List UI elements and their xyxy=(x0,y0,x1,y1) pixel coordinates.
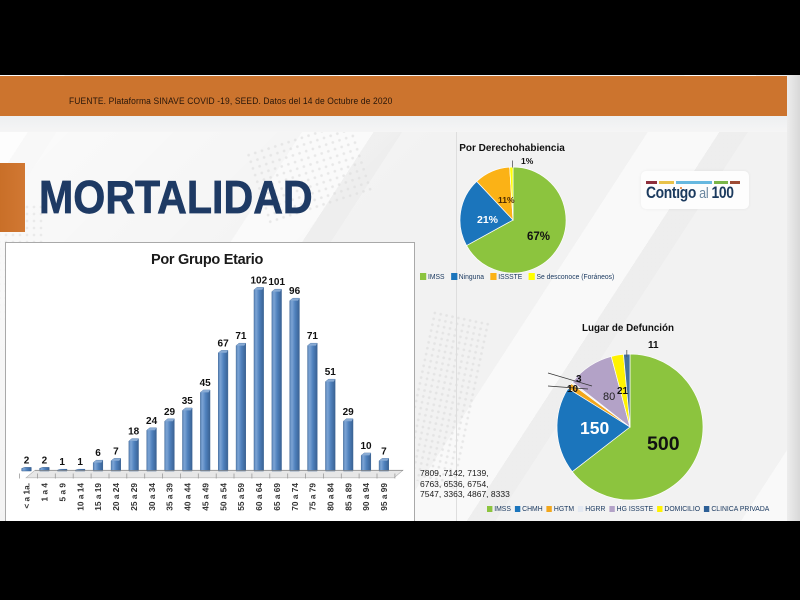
svg-text:30 a 34: 30 a 34 xyxy=(147,483,157,511)
svg-text:95 a 99: 95 a 99 xyxy=(379,483,389,511)
svg-text:50 a 54: 50 a 54 xyxy=(218,483,228,511)
svg-text:15 a 19: 15 a 19 xyxy=(93,483,103,511)
svg-text:80 a 84: 80 a 84 xyxy=(326,483,336,511)
svg-text:96: 96 xyxy=(289,286,301,297)
svg-text:90 a 94: 90 a 94 xyxy=(361,483,371,511)
svg-text:40 a 44: 40 a 44 xyxy=(183,483,193,511)
svg-text:71: 71 xyxy=(307,331,319,342)
svg-text:35 a 39: 35 a 39 xyxy=(165,483,175,511)
svg-text:35: 35 xyxy=(182,396,194,407)
svg-text:75 a 79: 75 a 79 xyxy=(308,483,318,511)
svg-text:51: 51 xyxy=(325,367,337,378)
svg-text:6: 6 xyxy=(95,448,101,459)
svg-text:1: 1 xyxy=(77,457,83,468)
svg-text:71: 71 xyxy=(235,331,247,342)
svg-text:65 a 69: 65 a 69 xyxy=(272,483,282,511)
svg-text:85 a 89: 85 a 89 xyxy=(343,483,353,511)
svg-text:1 a 4: 1 a 4 xyxy=(40,483,50,502)
svg-text:2: 2 xyxy=(24,455,30,466)
svg-text:< a 1a.: < a 1a. xyxy=(22,483,32,509)
svg-text:7: 7 xyxy=(113,446,119,457)
svg-text:10: 10 xyxy=(360,441,372,452)
svg-text:29: 29 xyxy=(164,407,176,418)
svg-text:1: 1 xyxy=(59,457,65,468)
svg-text:70 a 74: 70 a 74 xyxy=(290,483,300,511)
svg-text:2: 2 xyxy=(42,455,48,466)
svg-text:10 a 14: 10 a 14 xyxy=(75,483,85,511)
svg-text:29: 29 xyxy=(343,407,355,418)
svg-text:24: 24 xyxy=(146,416,158,427)
svg-text:7: 7 xyxy=(381,446,387,457)
svg-text:18: 18 xyxy=(128,427,140,438)
svg-text:101: 101 xyxy=(268,277,285,288)
svg-text:55 a 59: 55 a 59 xyxy=(236,483,246,511)
svg-text:67: 67 xyxy=(218,338,230,349)
svg-text:45: 45 xyxy=(200,378,212,389)
svg-text:102: 102 xyxy=(250,275,267,286)
svg-text:60 a 64: 60 a 64 xyxy=(254,483,264,511)
svg-text:45 a 49: 45 a 49 xyxy=(200,483,210,511)
svg-text:Por Grupo Etario: Por Grupo Etario xyxy=(151,252,263,268)
svg-text:25 a 29: 25 a 29 xyxy=(129,483,139,511)
svg-text:5 a 9: 5 a 9 xyxy=(57,483,67,502)
svg-text:20 a 24: 20 a 24 xyxy=(111,483,121,511)
